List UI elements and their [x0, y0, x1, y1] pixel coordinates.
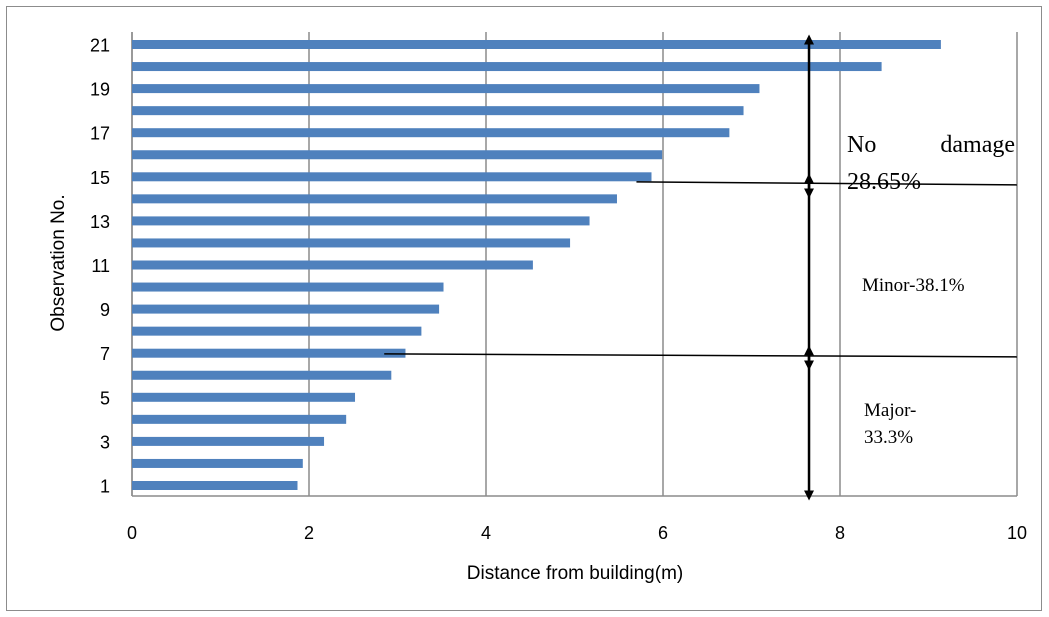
bar-obs-21	[132, 40, 941, 49]
chart-frame	[6, 6, 1042, 611]
annotation-major-line-2: 33.3%	[864, 427, 913, 448]
x-axis-title: Distance from building(m)	[467, 563, 683, 584]
y-tick-label-3: 3	[100, 432, 110, 452]
x-tick-label-8: 8	[835, 523, 845, 543]
y-tick-label-7: 7	[100, 344, 110, 364]
bar-obs-7	[132, 348, 406, 358]
annotation-major-line-1: Major-	[864, 400, 916, 421]
bar-obs-18	[132, 106, 744, 116]
bar-obs-2	[132, 458, 303, 468]
x-tick-label-4: 4	[481, 523, 491, 543]
bar-obs-20	[132, 62, 882, 72]
bar-obs-19	[132, 84, 760, 94]
bar-obs-12	[132, 238, 571, 248]
y-tick-label-1: 1	[100, 477, 110, 497]
y-tick-label-21: 21	[90, 36, 110, 56]
divider-line-1	[636, 181, 1018, 186]
bar-obs-6	[132, 370, 392, 380]
y-tick-label-15: 15	[90, 168, 110, 188]
bar-obs-4	[132, 414, 347, 424]
divider-line-2	[384, 353, 1018, 358]
bar-obs-9	[132, 304, 440, 314]
bar-obs-17	[132, 128, 730, 138]
bar-obs-13	[132, 216, 590, 226]
y-tick-label-9: 9	[100, 300, 110, 320]
x-tick-label-10: 10	[1007, 523, 1027, 543]
x-tick-label-2: 2	[304, 523, 314, 543]
annotation-no-damage-line-2: 28.65%	[847, 169, 921, 195]
x-tick-label-0: 0	[127, 523, 137, 543]
annotation-minor-line-1: Minor-38.1%	[862, 275, 965, 296]
y-axis-title: Observation No.	[48, 194, 69, 331]
y-tick-label-11: 11	[91, 256, 110, 276]
bar-obs-5	[132, 392, 356, 402]
bar-obs-14	[132, 194, 617, 204]
y-tick-label-5: 5	[100, 388, 110, 408]
annotation-no-damage-line-1-a: No	[847, 132, 876, 158]
bar-obs-8	[132, 326, 422, 336]
x-tick-label-6: 6	[658, 523, 668, 543]
y-tick-label-19: 19	[90, 80, 110, 100]
bar-obs-15	[132, 172, 652, 182]
annotation-no-damage-line-1-b: damage	[940, 132, 1015, 158]
bar-obs-1	[132, 481, 298, 490]
y-tick-label-17: 17	[90, 124, 110, 144]
bar-obs-16	[132, 150, 663, 160]
bar-obs-3	[132, 436, 325, 446]
bar-obs-10	[132, 282, 444, 292]
bar-obs-11	[132, 260, 533, 270]
y-tick-label-13: 13	[90, 212, 110, 232]
